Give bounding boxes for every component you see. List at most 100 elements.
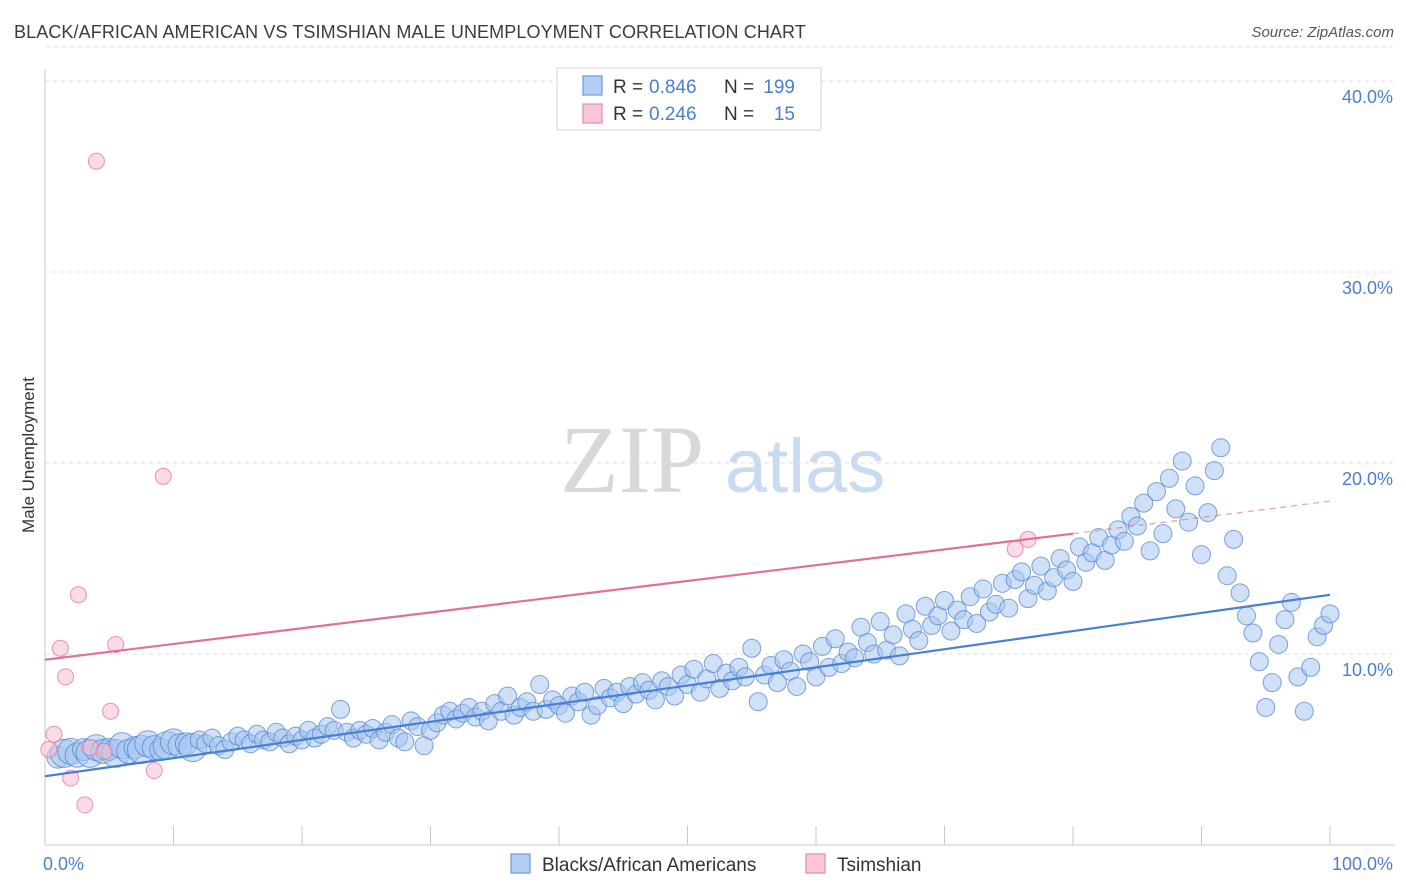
point-blacks-75 — [530, 675, 550, 695]
trend-line-tsimshian — [44, 532, 1074, 661]
point-tsimshian-0 — [40, 741, 58, 758]
point-tsimshian-3 — [57, 668, 75, 686]
point-blacks-139 — [941, 621, 961, 641]
point-blacks-190 — [1269, 634, 1289, 654]
point-blacks-148 — [999, 598, 1019, 618]
point-blacks-54 — [395, 732, 415, 752]
legend-r-value-1: 0.846 — [649, 77, 697, 98]
y-tick-label-0: 10.0% — [1342, 660, 1393, 680]
point-blacks-102 — [703, 654, 723, 674]
legend-swatch-blue — [582, 75, 603, 96]
x-tick-label-1: 100.0% — [1332, 854, 1393, 874]
chart-title: BLACK/AFRICAN AMERICAN VS TSIMSHIAN MALE… — [14, 22, 806, 42]
point-blacks-181 — [1211, 438, 1231, 458]
trend-lines — [44, 500, 1331, 778]
point-blacks-70 — [498, 686, 518, 706]
point-blacks-186 — [1243, 623, 1263, 643]
bottom-legend-swatch-blue — [510, 853, 531, 874]
point-blacks-166 — [1114, 531, 1134, 551]
point-blacks-171 — [1147, 482, 1167, 502]
point-tsimshian-1 — [45, 725, 63, 743]
y-tick-label-2: 30.0% — [1342, 278, 1393, 298]
point-blacks-195 — [1301, 657, 1321, 677]
point-blacks-192 — [1281, 592, 1301, 612]
point-blacks-184 — [1230, 583, 1250, 603]
point-blacks-130 — [883, 625, 903, 645]
point-blacks-67 — [478, 711, 498, 731]
point-blacks-115 — [787, 676, 807, 696]
stats-legend: R = 0.846 N = 199 R = 0.246 N = 15 — [556, 67, 822, 131]
point-blacks-177 — [1185, 476, 1205, 496]
point-blacks-109 — [748, 692, 768, 712]
point-blacks-182 — [1217, 566, 1237, 586]
legend-r-value-2: 0.246 — [649, 104, 697, 125]
point-blacks-173 — [1159, 468, 1179, 488]
point-tsimshian-5 — [69, 586, 87, 604]
point-tsimshian-6 — [76, 796, 94, 814]
point-blacks-198 — [1320, 604, 1340, 624]
point-blacks-169 — [1134, 493, 1154, 513]
point-blacks-135 — [915, 596, 935, 616]
point-tsimshian-8 — [87, 152, 105, 170]
point-blacks-176 — [1179, 512, 1199, 532]
point-blacks-189 — [1262, 673, 1282, 693]
point-tsimshian-12 — [145, 762, 163, 780]
point-tsimshian-10 — [102, 702, 120, 720]
point-tsimshian-2 — [51, 639, 69, 657]
point-blacks-99 — [684, 659, 704, 679]
legend-swatch-pink — [582, 103, 603, 124]
axes — [44, 70, 1395, 846]
series-blacks-points — [46, 438, 1340, 769]
point-blacks-175 — [1172, 451, 1192, 471]
series-legend: Blacks/African Americans Tsimshian — [510, 853, 921, 876]
point-blacks-170 — [1140, 541, 1160, 561]
legend-n-value-1: 199 — [763, 77, 795, 98]
watermark-atlas: atlas — [725, 424, 886, 509]
y-tick-label-1: 20.0% — [1342, 469, 1393, 489]
legend-r-label-1: R = — [613, 77, 643, 98]
point-blacks-187 — [1249, 652, 1269, 672]
point-blacks-138 — [935, 591, 954, 611]
point-blacks-178 — [1192, 545, 1211, 565]
point-blacks-191 — [1275, 610, 1295, 630]
bottom-legend-label-pink: Tsimshian — [837, 855, 921, 876]
trend-line-blacks — [44, 593, 1331, 778]
bottom-legend-swatch-pink — [805, 853, 826, 874]
point-blacks-194 — [1294, 701, 1314, 721]
point-blacks-185 — [1236, 606, 1256, 626]
x-tick-labels: 0.0% 100.0% — [43, 854, 1393, 874]
gridlines — [45, 46, 1395, 655]
point-blacks-150 — [1012, 562, 1032, 582]
point-tsimshian-7 — [81, 739, 99, 757]
point-blacks-158 — [1063, 571, 1083, 591]
point-blacks-188 — [1256, 697, 1276, 717]
point-blacks-134 — [909, 631, 929, 651]
point-blacks-121 — [825, 629, 845, 649]
point-tsimshian-9 — [95, 742, 113, 760]
point-tsimshian-13 — [154, 467, 172, 485]
point-blacks-44 — [331, 699, 351, 719]
point-blacks-93 — [645, 690, 665, 710]
point-blacks-168 — [1127, 516, 1147, 536]
bottom-legend-label-blue: Blacks/African Americans — [542, 855, 756, 876]
legend-n-label-2: N = — [724, 104, 754, 125]
point-blacks-174 — [1166, 499, 1186, 519]
point-blacks-144 — [973, 579, 993, 599]
point-blacks-128 — [870, 612, 890, 632]
y-tick-label-3: 40.0% — [1342, 87, 1393, 107]
legend-n-value-2: 15 — [774, 104, 795, 125]
x-tick-label-0: 0.0% — [43, 854, 84, 874]
point-tsimshian-11 — [107, 635, 125, 653]
point-blacks-79 — [555, 703, 575, 723]
point-blacks-183 — [1224, 529, 1244, 549]
point-blacks-193 — [1288, 667, 1308, 687]
y-tick-labels: 10.0% 20.0% 30.0% 40.0% — [1342, 87, 1393, 680]
watermark-zip: ZIP — [560, 406, 704, 513]
legend-n-label-1: N = — [724, 77, 754, 98]
series-tsimshian-points — [40, 152, 1037, 814]
point-blacks-179 — [1198, 503, 1218, 523]
point-blacks-124 — [845, 648, 865, 668]
point-blacks-180 — [1204, 461, 1224, 481]
point-blacks-153 — [1031, 556, 1051, 576]
